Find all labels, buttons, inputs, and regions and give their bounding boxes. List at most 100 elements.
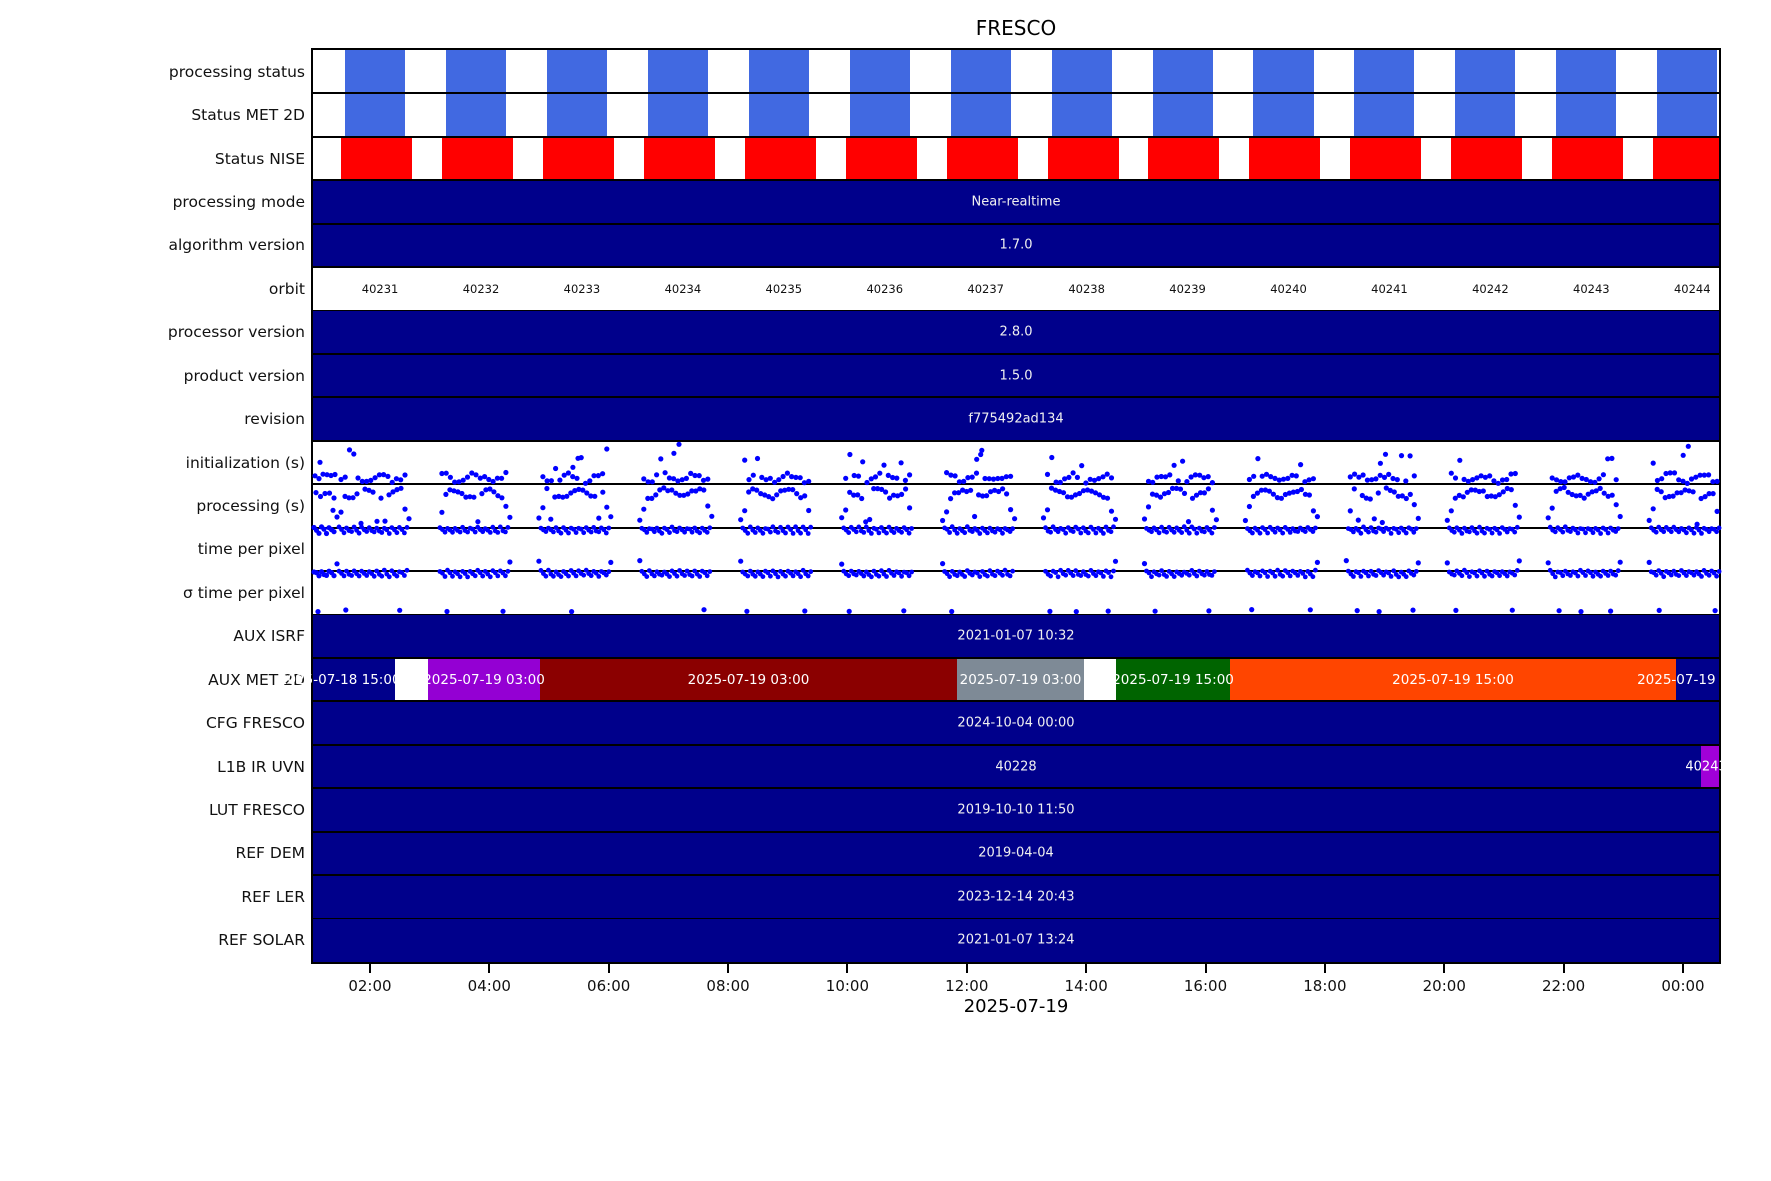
aux-met-2d-segment [428, 658, 541, 702]
orbit-number: 40232 [462, 281, 500, 296]
nise-status-block [1148, 136, 1220, 181]
x-tick-label: 06:00 [587, 977, 631, 995]
x-tick-label: 00:00 [1661, 977, 1705, 995]
row-label-processing_mode: processing mode [172, 193, 305, 211]
aux-met-2d-segment [1229, 658, 1676, 702]
status-block [1051, 50, 1112, 94]
x-tick-mark [1682, 964, 1684, 973]
nise-status-block [1047, 136, 1119, 181]
algorithm_version-bar [313, 223, 1719, 268]
row-divider [313, 179, 1719, 182]
x-tick-label: 20:00 [1422, 977, 1466, 995]
row-divider [313, 135, 1719, 138]
row-divider [313, 309, 1719, 312]
status-block [1051, 93, 1112, 137]
l1b_ir_uvn-bar [313, 744, 1719, 789]
row-label-status_met_2d: Status MET 2D [191, 106, 305, 125]
row-divider [313, 439, 1719, 442]
row-label-cfg_fresco: CFG FRESCO [205, 714, 305, 733]
status-block [748, 93, 809, 137]
aux_isrf-bar [313, 614, 1719, 658]
status-block [1657, 50, 1718, 94]
plot-area: Near-realtime 1.7.0 40231 40232 40233 40234 40… [279, 48, 1759, 964]
product_version-bar [313, 354, 1719, 398]
row-divider [313, 396, 1719, 399]
scatter-points-processing [313, 484, 1720, 527]
status-block [849, 93, 910, 137]
x-tick-mark [1204, 964, 1207, 973]
row-label-initialization: initialization (s) [185, 453, 305, 472]
x-tick-label: 02:00 [348, 977, 392, 995]
orbit-number: 40236 [866, 281, 904, 296]
aux-met-2d-segment-label: 2025-07-19 03:00 [423, 671, 545, 688]
scatter-points-time-per-pixel [311, 513, 1722, 537]
row-label-sigma_time_per_pixel: σ time per pixel [182, 583, 305, 602]
product_version-value: 1.5.0 [999, 368, 1033, 384]
row-divider [313, 266, 1719, 268]
ref_ler-value: 2023-12-14 20:43 [957, 889, 1075, 905]
aux-met-2d-segment-label: 2025-07-18 15:00 [278, 671, 401, 688]
nise-status-block [1552, 136, 1624, 181]
x-tick-mark [1443, 964, 1446, 973]
algorithm_version-value: 1.7.0 [999, 237, 1033, 253]
ref_dem-value: 2019-04-04 [978, 845, 1054, 861]
nise-status-block [845, 136, 917, 181]
x-tick-mark [727, 964, 730, 973]
nise-status-block [441, 136, 513, 181]
aux_isrf-value: 2021-01-07 10:32 [957, 628, 1075, 644]
orbit-number: 40241 [1371, 281, 1408, 296]
row-label-processing_status: processing status [168, 62, 305, 81]
processing_mode-value: Near-realtime [971, 194, 1061, 210]
aux-met-2d-segment-label: 2025-07-19 15:00 [1392, 671, 1514, 688]
status-block [849, 50, 910, 94]
status-block [1657, 93, 1718, 137]
row-label-lut_fresco: LUT FRESCO [209, 801, 305, 819]
nise-status-block [1350, 136, 1422, 181]
status-block [647, 50, 708, 94]
nise-status-block [1451, 136, 1523, 181]
orbit-number: 40237 [967, 281, 1004, 296]
orbit-number: 40244 [1673, 281, 1711, 296]
row-divider [313, 526, 1719, 529]
row-label-processor_version: processor version [167, 323, 305, 342]
l1b_ir_uvn-extra-segment [1700, 744, 1719, 789]
aux-met-2d-segment-label: 2025-07-19 15:00 [1112, 671, 1234, 688]
status-block [1455, 93, 1516, 137]
status-block [950, 50, 1011, 94]
aux-met-2d-segment [313, 658, 395, 702]
orbit-number: 40235 [765, 281, 803, 296]
row-label-aux_met_2d: AUX MET 2D [208, 670, 305, 689]
status-block [1152, 50, 1213, 94]
x-tick-mark [1562, 964, 1565, 973]
nise-status-block [643, 136, 715, 181]
row-label-revision: revision [244, 410, 305, 429]
aux-met-2d-segment-label: 2025-07-19 03:00 [959, 671, 1082, 688]
aux-met-2d-segment-label: 2025-07-19 03:00 [687, 671, 810, 688]
status-block [445, 93, 507, 137]
ref_dem-bar [313, 831, 1719, 876]
processing_mode-bar [313, 180, 1719, 224]
orbit-number: 40240 [1270, 281, 1307, 296]
processor_version-bar [313, 310, 1719, 354]
row-label-l1b_ir_uvn: L1B IR UVN [217, 757, 305, 776]
x-tick-label: 14:00 [1064, 977, 1108, 995]
scatter-points-sigma-time-per-pixel [311, 558, 1722, 615]
orbit-number: 40231 [361, 281, 399, 296]
aux-met-2d-segment-label: 2025-07-19 15:00 [1637, 671, 1759, 688]
orbit-number: 40234 [664, 281, 702, 296]
status-block [1556, 93, 1617, 137]
lut_fresco-value: 2019-10-10 11:50 [957, 802, 1075, 818]
status-block [1253, 93, 1314, 137]
row-label-ref_solar: REF SOLAR [218, 931, 305, 950]
row-divider [313, 787, 1719, 790]
status-block [546, 93, 607, 137]
status-block [1354, 50, 1415, 94]
aux-met-2d-segment [540, 658, 957, 702]
row-divider [313, 700, 1719, 703]
aux-met-2d-segment [956, 658, 1085, 702]
status-block [445, 50, 507, 94]
l1b_ir_uvn-value: 40228 [995, 759, 1037, 775]
status-block [345, 93, 406, 137]
status-block [647, 93, 708, 137]
row-label-aux_isrf: AUX ISRF [233, 627, 305, 646]
